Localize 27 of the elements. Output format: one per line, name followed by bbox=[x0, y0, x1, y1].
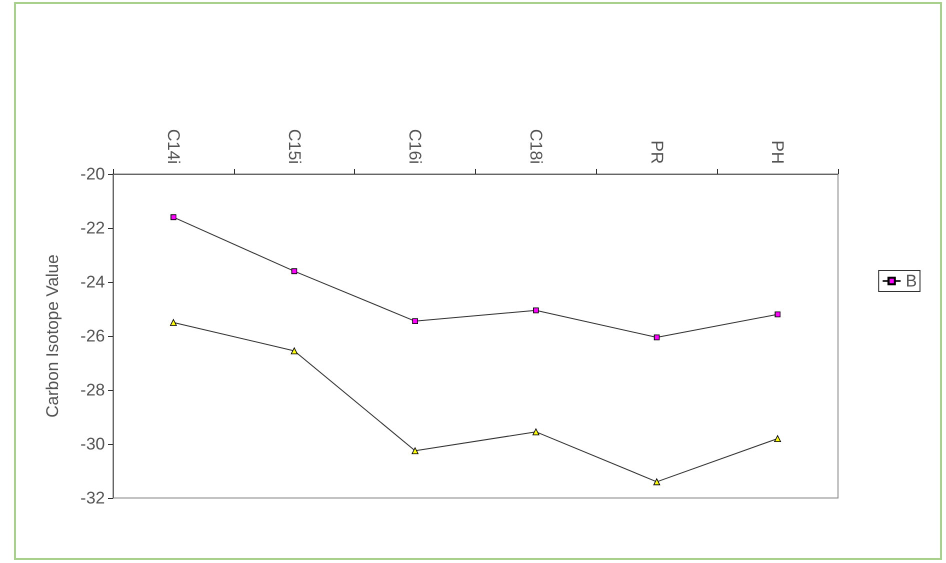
x-tick-label: C16i bbox=[406, 129, 425, 164]
x-tick-label: C14i bbox=[164, 129, 183, 164]
point bbox=[654, 334, 660, 340]
x-tick-label: PR bbox=[647, 140, 666, 164]
y-tick-label: -24 bbox=[80, 272, 105, 292]
point bbox=[291, 268, 298, 274]
legend-label: B bbox=[906, 272, 918, 290]
point bbox=[774, 435, 781, 442]
point bbox=[653, 478, 660, 486]
y-tick-label: -26 bbox=[80, 326, 105, 346]
point bbox=[170, 319, 177, 326]
y-tick-label: -28 bbox=[80, 380, 105, 400]
point bbox=[412, 447, 418, 454]
point bbox=[774, 312, 780, 318]
y-tick-label: -30 bbox=[80, 434, 105, 454]
x-tick-label: C18i bbox=[526, 129, 546, 164]
point bbox=[412, 318, 418, 324]
y-axis-title: Carbon Isotope Value bbox=[43, 254, 62, 418]
y-tick-label: -20 bbox=[80, 164, 105, 184]
point bbox=[170, 214, 176, 220]
point bbox=[290, 347, 298, 354]
y-tick-label: -32 bbox=[80, 488, 105, 508]
x-tick-label: PH bbox=[768, 140, 788, 164]
point bbox=[532, 428, 540, 436]
point bbox=[533, 307, 539, 314]
y-tick-label: -22 bbox=[80, 218, 105, 238]
x-tick-label: C15i bbox=[284, 129, 304, 164]
